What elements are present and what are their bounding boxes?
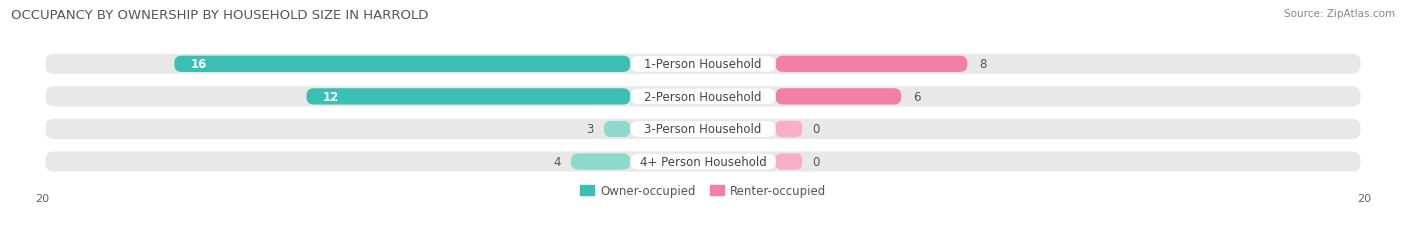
FancyBboxPatch shape: [307, 89, 630, 105]
Text: 6: 6: [912, 91, 921, 103]
Text: Source: ZipAtlas.com: Source: ZipAtlas.com: [1284, 9, 1395, 19]
FancyBboxPatch shape: [776, 154, 801, 170]
Text: 16: 16: [191, 58, 207, 71]
Text: 3-Person Household: 3-Person Household: [644, 123, 762, 136]
Text: 4+ Person Household: 4+ Person Household: [640, 155, 766, 168]
FancyBboxPatch shape: [571, 154, 630, 170]
Legend: Owner-occupied, Renter-occupied: Owner-occupied, Renter-occupied: [575, 179, 831, 202]
Text: 0: 0: [813, 155, 820, 168]
FancyBboxPatch shape: [605, 121, 630, 137]
Text: 12: 12: [323, 91, 339, 103]
Text: 1-Person Household: 1-Person Household: [644, 58, 762, 71]
FancyBboxPatch shape: [174, 56, 630, 73]
Text: 4: 4: [554, 155, 561, 168]
FancyBboxPatch shape: [45, 87, 1361, 107]
FancyBboxPatch shape: [45, 55, 1361, 75]
FancyBboxPatch shape: [45, 119, 1361, 140]
FancyBboxPatch shape: [630, 122, 776, 137]
Text: 3: 3: [586, 123, 593, 136]
FancyBboxPatch shape: [776, 89, 901, 105]
Text: 8: 8: [979, 58, 986, 71]
FancyBboxPatch shape: [630, 57, 776, 72]
FancyBboxPatch shape: [630, 154, 776, 170]
Text: OCCUPANCY BY OWNERSHIP BY HOUSEHOLD SIZE IN HARROLD: OCCUPANCY BY OWNERSHIP BY HOUSEHOLD SIZE…: [11, 9, 429, 22]
FancyBboxPatch shape: [776, 121, 801, 137]
FancyBboxPatch shape: [45, 152, 1361, 172]
Text: 0: 0: [813, 123, 820, 136]
FancyBboxPatch shape: [630, 89, 776, 105]
FancyBboxPatch shape: [776, 56, 967, 73]
Text: 2-Person Household: 2-Person Household: [644, 91, 762, 103]
